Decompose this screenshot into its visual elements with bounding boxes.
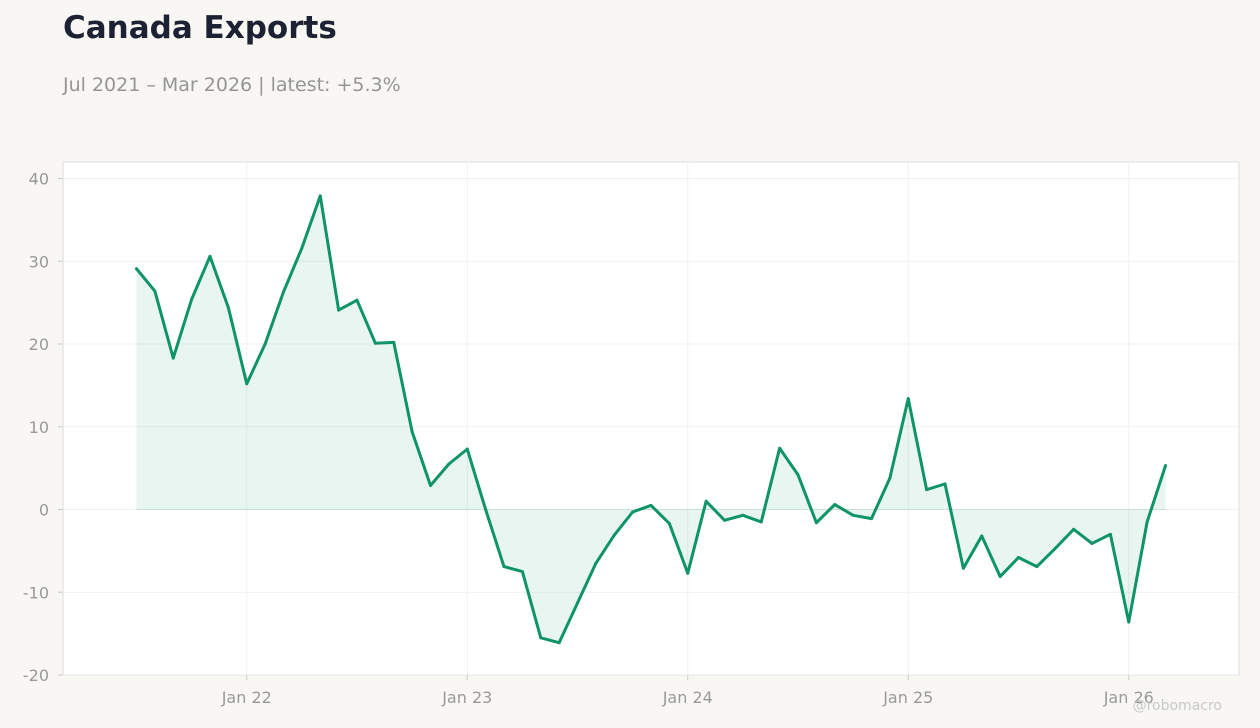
data-point: [851, 513, 855, 517]
data-point: [906, 397, 910, 401]
data-point: [741, 513, 745, 517]
data-point: [429, 484, 432, 488]
data-point: [833, 503, 837, 507]
data-point: [373, 341, 377, 345]
data-point: [447, 462, 451, 466]
data-point: [961, 566, 965, 570]
x-tick-label: Jan 22: [221, 688, 272, 707]
plot-area: [62, 161, 1240, 676]
data-point: [502, 565, 506, 569]
chart-subtitle: Jul 2021 – Mar 2026 | latest: +5.3%: [63, 74, 401, 96]
y-tick-label: 40: [29, 170, 49, 189]
data-point: [667, 522, 671, 526]
y-tick-label: -10: [23, 583, 49, 602]
data-point: [355, 298, 359, 302]
data-point: [1017, 556, 1020, 560]
data-point: [520, 570, 524, 574]
y-tick-label: 0: [39, 501, 49, 520]
data-point: [1108, 532, 1112, 536]
data-point: [612, 533, 616, 537]
x-tick-label: Jan 24: [662, 688, 713, 707]
data-point: [410, 430, 414, 434]
data-point: [778, 446, 782, 450]
data-point: [1072, 527, 1076, 531]
data-point: [190, 297, 194, 301]
data-point: [576, 601, 579, 605]
data-point: [594, 561, 598, 565]
data-point: [723, 518, 726, 522]
data-point: [1053, 546, 1057, 550]
data-point: [796, 473, 800, 477]
chart-title: Canada Exports: [63, 10, 337, 46]
x-tick-label: Jan 25: [882, 688, 933, 707]
x-tick-label: Jan 23: [441, 688, 492, 707]
data-point: [465, 447, 469, 451]
data-point: [171, 356, 175, 360]
data-point: [153, 289, 157, 293]
data-point: [1090, 541, 1094, 545]
y-tick-label: 10: [29, 418, 49, 437]
data-point: [539, 636, 543, 640]
y-tick-label: 30: [29, 252, 49, 271]
data-point: [263, 342, 267, 346]
data-point: [1164, 464, 1167, 468]
x-tick-label: Jan 26: [1103, 688, 1154, 707]
data-point: [1145, 520, 1149, 524]
data-point: [245, 382, 249, 386]
area-fill: [136, 195, 1166, 643]
data-point: [759, 520, 763, 524]
data-point: [704, 499, 708, 503]
data-point: [998, 575, 1002, 579]
data-point: [649, 503, 653, 507]
data-points: [135, 194, 1167, 645]
data-point: [318, 194, 322, 198]
data-point: [814, 521, 818, 525]
data-point: [631, 510, 635, 514]
data-point: [282, 290, 285, 294]
data-point: [925, 488, 929, 492]
data-point: [980, 534, 984, 538]
data-point: [337, 308, 341, 312]
data-point: [135, 267, 138, 271]
data-point: [300, 246, 304, 250]
data-point: [888, 476, 892, 480]
data-point: [870, 517, 873, 521]
data-point: [1127, 620, 1131, 624]
data-point: [226, 306, 230, 310]
data-point: [484, 508, 488, 512]
data-point: [686, 571, 690, 575]
data-point: [557, 641, 561, 645]
y-tick-label: -20: [23, 666, 49, 685]
y-tick-label: 20: [29, 335, 49, 354]
data-point: [1035, 565, 1039, 569]
data-point: [208, 254, 212, 258]
watermark: @robomacro: [1133, 698, 1222, 714]
data-point: [943, 482, 947, 486]
data-point: [392, 340, 396, 344]
